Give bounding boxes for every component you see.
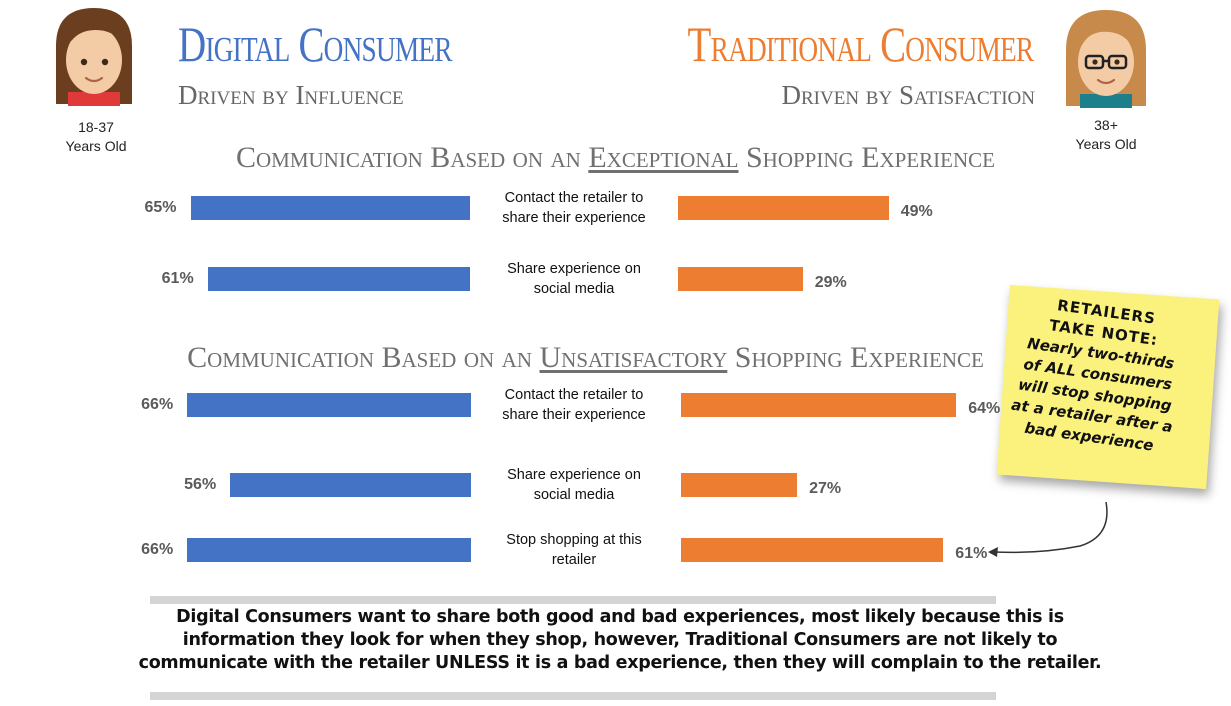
digital-value-label: 66% — [141, 541, 174, 558]
sticky-note-text: RETAILERS TAKE NOTE: Nearly two-thirds o… — [1010, 296, 1176, 455]
digital-bar — [187, 393, 471, 417]
category-label: Share experience on social media — [507, 261, 641, 297]
traditional-bar — [678, 267, 803, 291]
arrow-icon — [988, 501, 1108, 557]
digital-bar — [230, 473, 471, 497]
digital-value-label: 61% — [161, 270, 194, 287]
summary-text: Digital Consumers want to share both goo… — [138, 607, 1102, 673]
summary-bottom-divider — [150, 692, 996, 700]
left-age-label: 18-37 Years Old — [65, 119, 127, 154]
traditional-bar — [681, 538, 944, 562]
category-label: Contact the retailer to share their exper… — [502, 387, 646, 423]
digital-bar — [207, 267, 470, 291]
category-label: Contact the retailer to share their exper… — [502, 190, 646, 226]
traditional-bar — [681, 473, 798, 497]
traditional-value-label: 61% — [955, 545, 988, 562]
traditional-bar — [678, 196, 889, 220]
digital-consumer-title: Digital Consumer — [178, 16, 452, 72]
section-title-exceptional: Communication Based on an Exceptional Sh… — [235, 141, 996, 174]
category-label: Stop shopping at this retailer — [506, 532, 642, 568]
digital-bar — [190, 196, 470, 220]
traditional-value-label: 29% — [814, 274, 847, 291]
digital-consumer-avatar — [56, 8, 132, 106]
section-title-unsatisfactory: Communication Based on an Unsatisfactory… — [187, 341, 984, 374]
traditional-value-label: 64% — [968, 400, 1001, 417]
category-label: Share experience on social media — [507, 467, 641, 503]
right-age-label: 38+ Years Old — [1075, 117, 1137, 152]
traditional-bar — [681, 393, 957, 417]
digital-value-label: 66% — [141, 396, 174, 413]
summary-top-divider — [150, 596, 996, 604]
digital-consumer-subtitle: Driven by Influence — [178, 80, 404, 110]
digital-value-label: 65% — [144, 199, 177, 216]
traditional-value-label: 27% — [809, 480, 842, 497]
traditional-value-label: 49% — [900, 203, 933, 220]
traditional-consumer-subtitle: Driven by Satisfaction — [781, 80, 1036, 110]
traditional-consumer-title: Traditional Consumer — [687, 16, 1034, 72]
traditional-consumer-avatar — [1066, 10, 1146, 108]
digital-value-label: 56% — [184, 476, 217, 493]
digital-bar — [187, 538, 471, 562]
